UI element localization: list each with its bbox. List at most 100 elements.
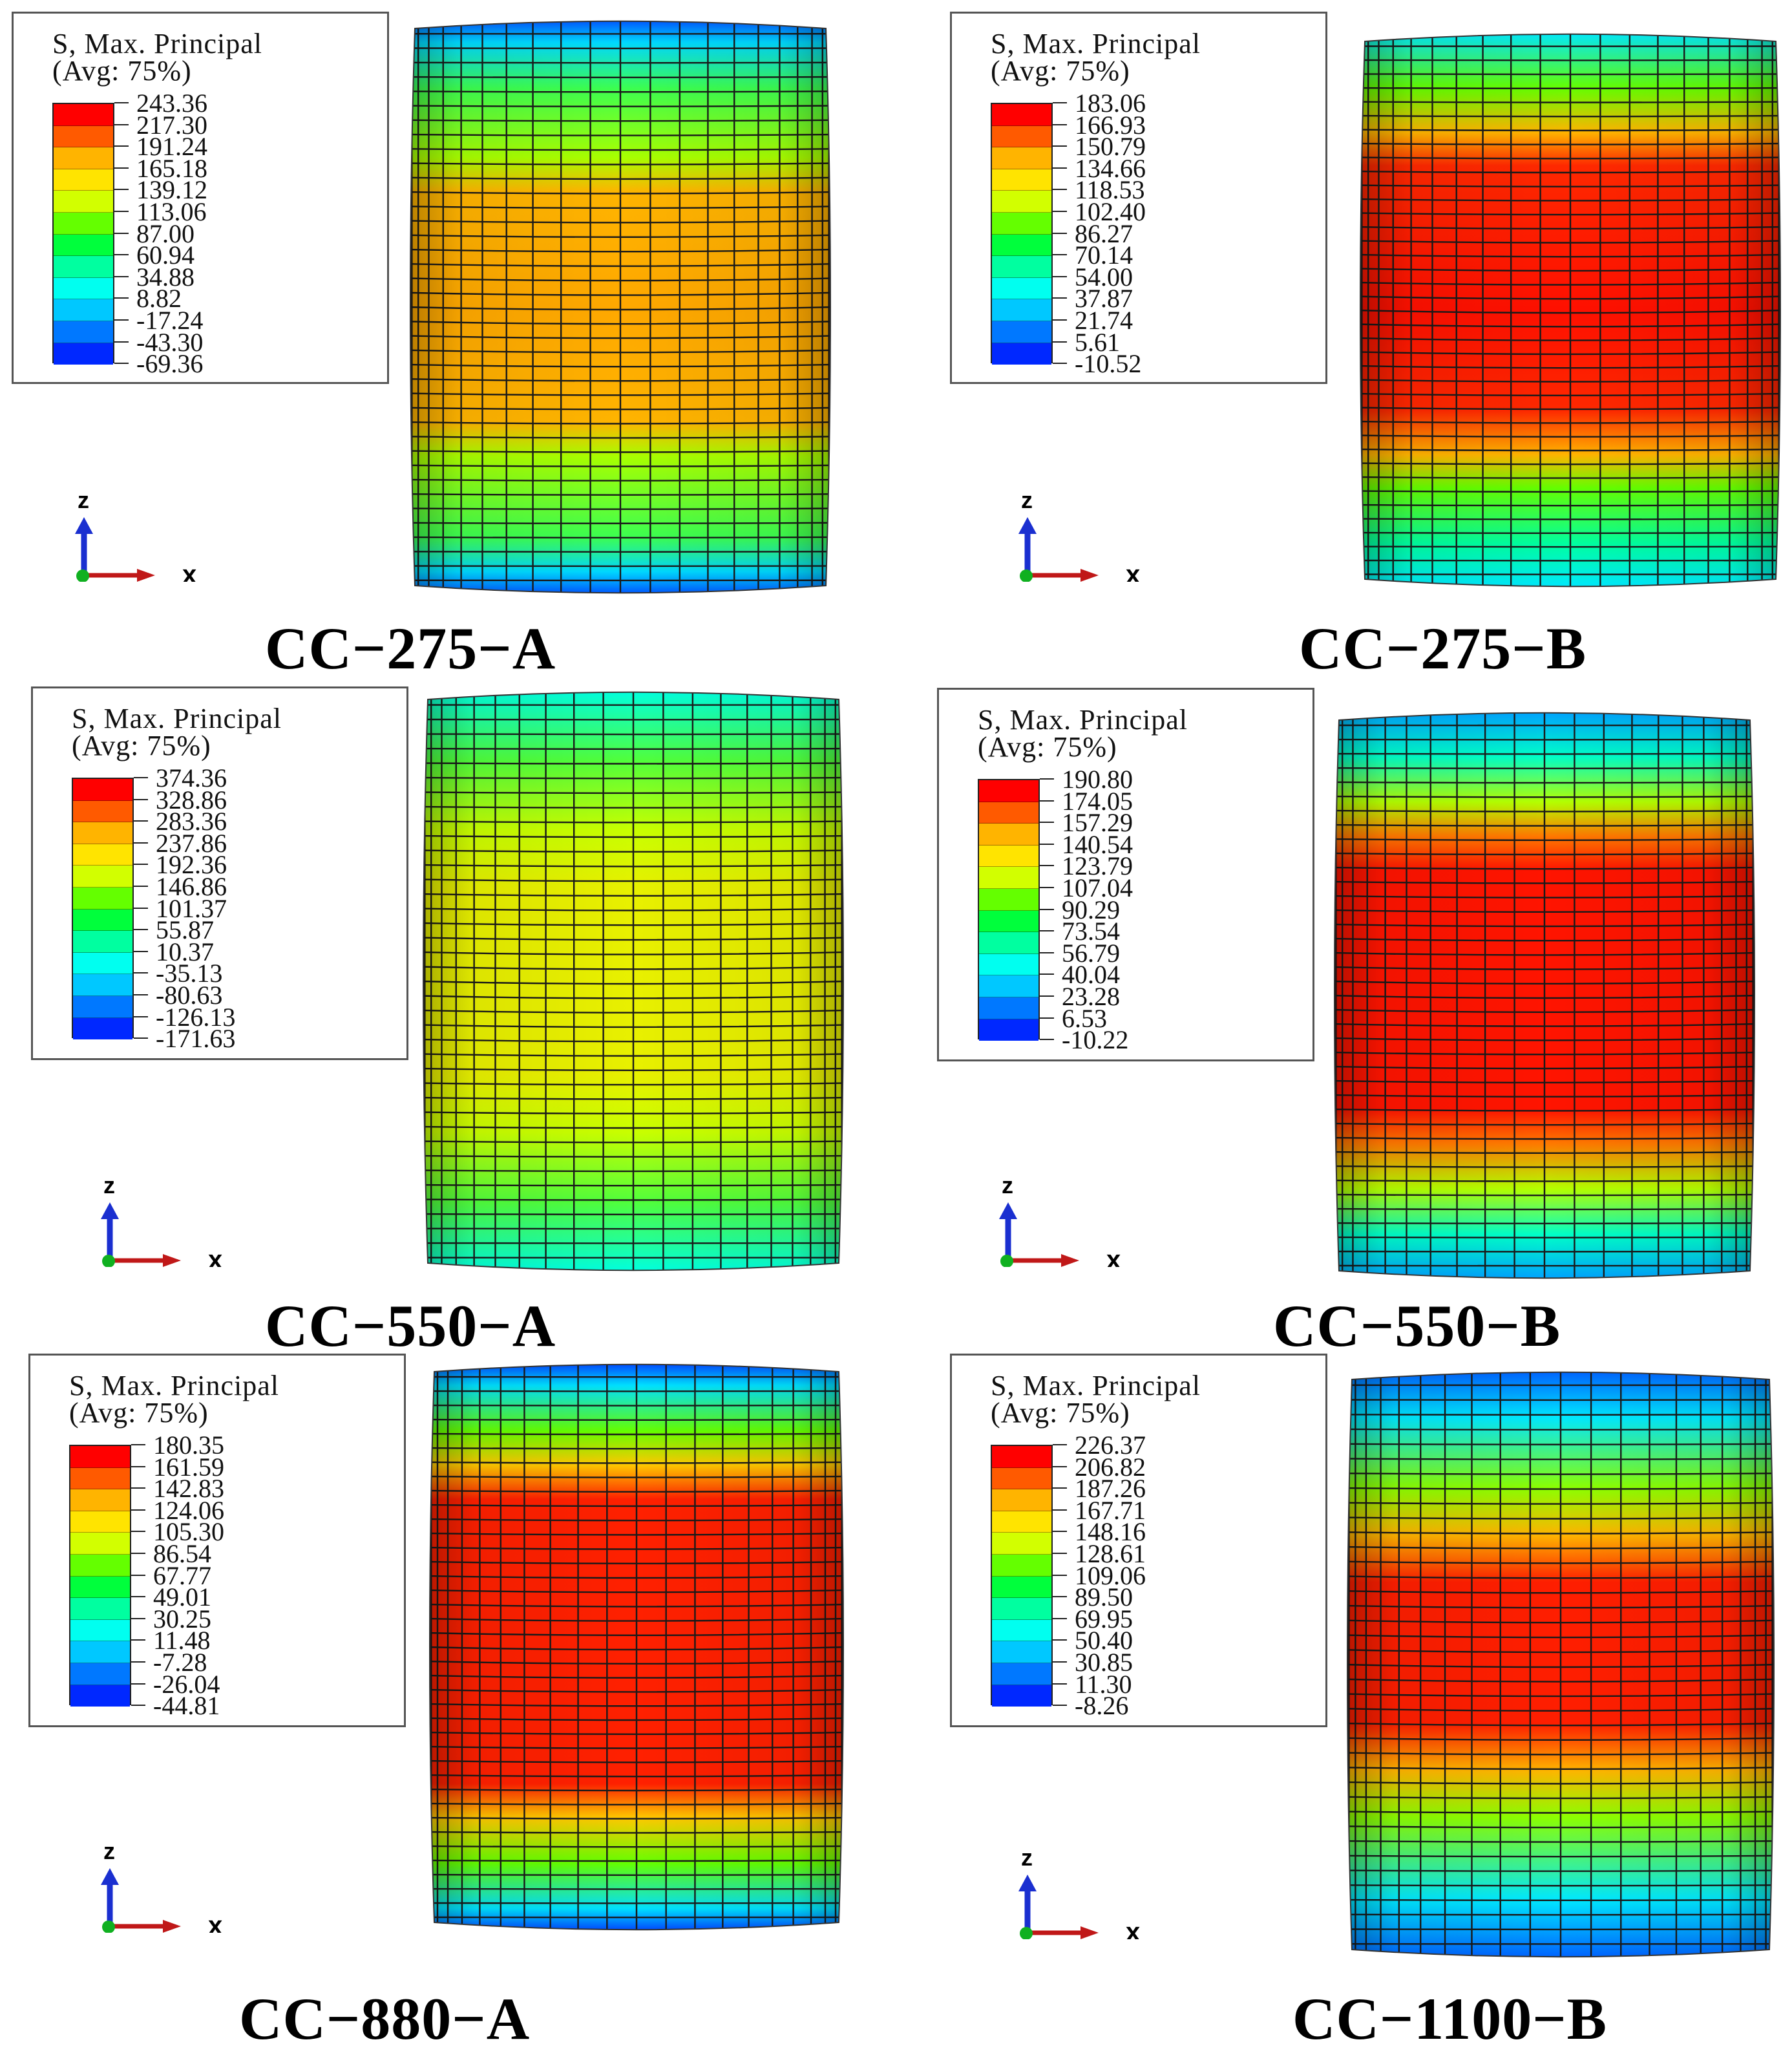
legend-color-swatch [979, 954, 1038, 976]
legend-color-swatch [70, 1577, 130, 1599]
legend-tick [1040, 865, 1054, 866]
triad-origin [102, 1920, 115, 1933]
z-axis-label: z [1021, 491, 1033, 513]
legend-tick [1053, 211, 1067, 212]
legend-tick [1053, 341, 1067, 343]
legend-tick [1040, 822, 1054, 823]
legend-color-swatch [54, 343, 113, 365]
legend-tick [1040, 800, 1054, 802]
legend-tick [134, 929, 148, 930]
legend-tick [131, 1553, 145, 1554]
x-axis-label: x [1126, 560, 1140, 582]
legend-color-swatch [979, 824, 1038, 846]
legend-color-swatch [70, 1533, 130, 1555]
legend-title-variable: S, Max. Principal [991, 30, 1201, 58]
legend-color-swatch [979, 780, 1038, 802]
legend-tick [1053, 1487, 1067, 1489]
legend-color-swatch [979, 975, 1038, 997]
legend-color-swatch [70, 1620, 130, 1642]
legend-tick [1053, 1596, 1067, 1597]
x-axis-label: x [208, 1246, 222, 1267]
legend-color-swatch [54, 126, 113, 148]
legend-color-swatch [979, 1019, 1038, 1041]
legend-color-swatch [979, 997, 1038, 1019]
legend-tick [1053, 276, 1067, 277]
legend-color-swatch [992, 104, 1051, 126]
legend-title-variable: S, Max. Principal [72, 705, 282, 732]
legend-color-swatch [54, 235, 113, 257]
legend-tick [134, 799, 148, 800]
legend-color-swatch [992, 1533, 1051, 1555]
fe-cylinder-contour [1357, 32, 1784, 588]
legend-tick [114, 233, 129, 234]
legend-tick [1053, 254, 1067, 255]
legend-color-swatch [54, 321, 113, 343]
legend-title: S, Max. Principal(Avg: 75%) [69, 1372, 279, 1427]
legend-tick [134, 820, 148, 822]
legend-tick [114, 297, 129, 299]
legend-color-swatch [70, 1468, 130, 1490]
legend-colorbar [72, 778, 134, 1038]
legend-tick [1053, 167, 1067, 169]
legend-tick [1053, 189, 1067, 190]
legend-tick [1040, 952, 1054, 953]
legend-color-swatch [54, 104, 113, 126]
z-axis-arrowhead [101, 1868, 119, 1885]
legend-title-variable: S, Max. Principal [991, 1372, 1201, 1399]
legend-color-swatch [70, 1489, 130, 1511]
legend-color-swatch [992, 235, 1051, 257]
legend-color-swatch [992, 1555, 1051, 1577]
x-axis-arrowhead [1080, 569, 1099, 582]
legend-tick [1053, 102, 1067, 103]
legend-color-swatch [992, 1598, 1051, 1620]
x-axis-label: x [1106, 1246, 1121, 1267]
legend-color-swatch [992, 1663, 1051, 1685]
legend-tick [1053, 1444, 1067, 1445]
legend-colorbar [978, 779, 1040, 1039]
legend-tick [1053, 1683, 1067, 1685]
legend-title-variable: S, Max. Principal [978, 707, 1188, 734]
legend-tick [131, 1531, 145, 1532]
legend-color-swatch [54, 299, 113, 321]
x-axis-arrowhead [163, 1254, 181, 1267]
legend-color-swatch [70, 1641, 130, 1663]
legend-color-swatch [992, 321, 1051, 343]
legend-title-averaging: (Avg: 75%) [978, 734, 1188, 761]
triad-origin [1020, 1927, 1033, 1939]
legend-tick [134, 994, 148, 995]
fe-cylinder-contour [1344, 1370, 1777, 1959]
legend-color-swatch [54, 191, 113, 213]
coordinate-triad: zx [1008, 491, 1176, 582]
legend-tick [131, 1487, 145, 1489]
legend-tick [134, 951, 148, 952]
legend-tick [134, 1037, 148, 1039]
legend-value: -69.36 [136, 353, 203, 375]
legend-tick [1053, 1531, 1067, 1532]
legend-tick [131, 1466, 145, 1467]
panel-caption: CC−880−A [239, 1984, 530, 2053]
legend-value: -171.63 [156, 1028, 235, 1050]
legend-color-swatch [992, 1468, 1051, 1490]
legend-value: -10.52 [1075, 353, 1141, 375]
legend-tick [1053, 1705, 1067, 1706]
legend-color-swatch [992, 278, 1051, 300]
legend-color-swatch [979, 846, 1038, 867]
legend-tick [1053, 1639, 1067, 1641]
legend-color-swatch [73, 931, 132, 953]
panel-caption: CC−275−A [265, 614, 556, 683]
legend-color-swatch [73, 822, 132, 844]
legend-color-swatch [992, 1489, 1051, 1511]
coordinate-triad: zx [90, 1842, 258, 1933]
legend-color-swatch [73, 844, 132, 866]
legend-tick [1053, 124, 1067, 125]
cylinder-shading [407, 19, 834, 595]
legend-tick [114, 145, 129, 147]
legend-colorbar [991, 103, 1053, 363]
z-axis-arrowhead [1018, 517, 1037, 534]
legend-color-swatch [73, 953, 132, 975]
legend-color-swatch [992, 191, 1051, 213]
legend-tick [131, 1509, 145, 1511]
x-axis-label: x [1126, 1918, 1140, 1939]
legend-color-swatch [73, 801, 132, 823]
